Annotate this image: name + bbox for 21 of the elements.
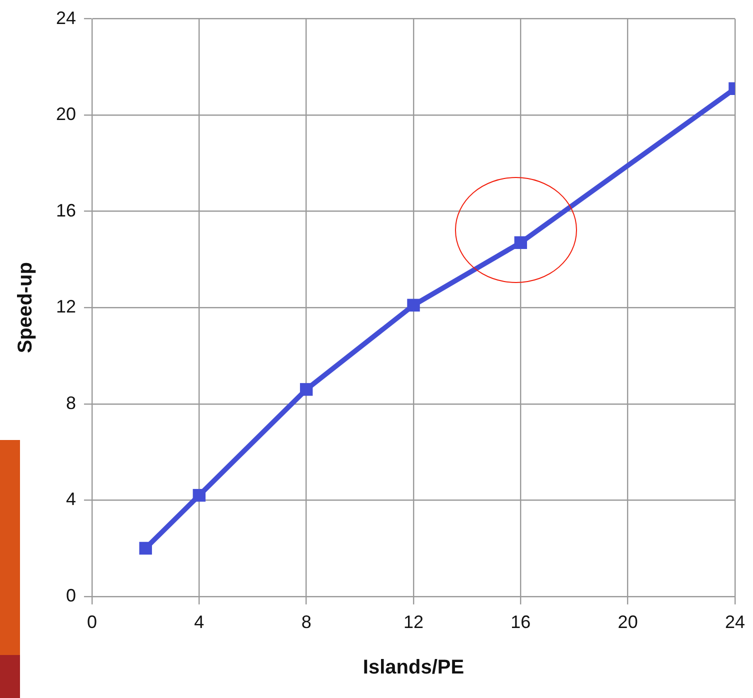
x-tick-label: 8 bbox=[301, 612, 312, 632]
y-tick-label: 0 bbox=[66, 585, 76, 606]
y-tick-label: 12 bbox=[56, 296, 76, 317]
y-tick-label: 20 bbox=[56, 104, 76, 124]
y-tick-label: 4 bbox=[66, 489, 76, 510]
x-tick-label: 24 bbox=[724, 612, 746, 632]
point bbox=[300, 383, 313, 396]
x-tick-label: 20 bbox=[618, 612, 638, 632]
x-tick-label: 12 bbox=[403, 612, 424, 632]
y-tick-label: 16 bbox=[56, 200, 76, 220]
y-tick-label: 8 bbox=[66, 392, 76, 413]
point bbox=[192, 488, 206, 502]
x-axis-title: Islands/PE bbox=[362, 656, 464, 679]
point bbox=[139, 542, 152, 555]
point bbox=[514, 236, 528, 249]
y-axis-title: Speed-up bbox=[14, 262, 37, 354]
point bbox=[407, 298, 420, 312]
x-tick-label: 16 bbox=[510, 612, 531, 632]
y-tick-label: 24 bbox=[56, 8, 76, 28]
x-tick-label: 4 bbox=[194, 612, 204, 632]
x-tick-label: 0 bbox=[87, 612, 98, 632]
